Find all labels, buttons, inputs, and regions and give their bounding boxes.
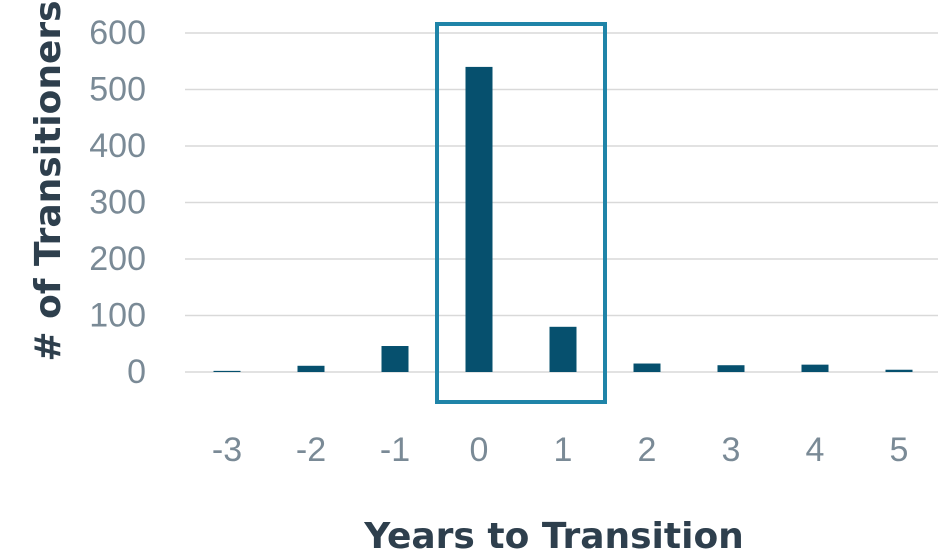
bar--1 xyxy=(381,346,409,372)
x-tick-label: -2 xyxy=(296,431,326,469)
y-axis-title: # of Transitioners xyxy=(28,0,69,361)
x-tick-label: -3 xyxy=(212,431,242,469)
x-tick-label: 5 xyxy=(890,431,909,469)
bar-3 xyxy=(717,365,745,372)
y-tick-label: 100 xyxy=(89,297,146,335)
y-axis-tick-labels: 0 100 200 300 400 500 600 xyxy=(89,14,146,391)
x-tick-label: 1 xyxy=(554,431,573,469)
y-tick-label: 0 xyxy=(127,353,146,391)
x-tick-label: -1 xyxy=(380,431,410,469)
y-tick-label: 400 xyxy=(89,127,146,165)
x-tick-label: 3 xyxy=(722,431,741,469)
x-axis-title: Years to Transition xyxy=(363,516,744,552)
bars xyxy=(213,66,913,373)
x-tick-label: 2 xyxy=(638,431,657,469)
bar-4 xyxy=(801,364,829,372)
gridlines xyxy=(185,32,938,373)
bar-2 xyxy=(633,363,661,372)
highlight-box xyxy=(435,22,607,404)
bar--2 xyxy=(297,365,325,372)
x-axis-tick-labels: -3 -2 -1 0 1 2 3 4 5 xyxy=(212,431,909,469)
bar-1 xyxy=(549,326,577,372)
bar-5 xyxy=(885,369,913,372)
y-tick-label: 200 xyxy=(89,240,146,278)
y-tick-label: 300 xyxy=(89,184,146,222)
bar-0 xyxy=(465,66,493,373)
x-tick-label: 4 xyxy=(806,431,825,469)
x-tick-label: 0 xyxy=(470,431,489,469)
bar--3 xyxy=(213,370,241,372)
y-tick-label: 500 xyxy=(89,71,146,109)
y-tick-label: 600 xyxy=(89,14,146,52)
